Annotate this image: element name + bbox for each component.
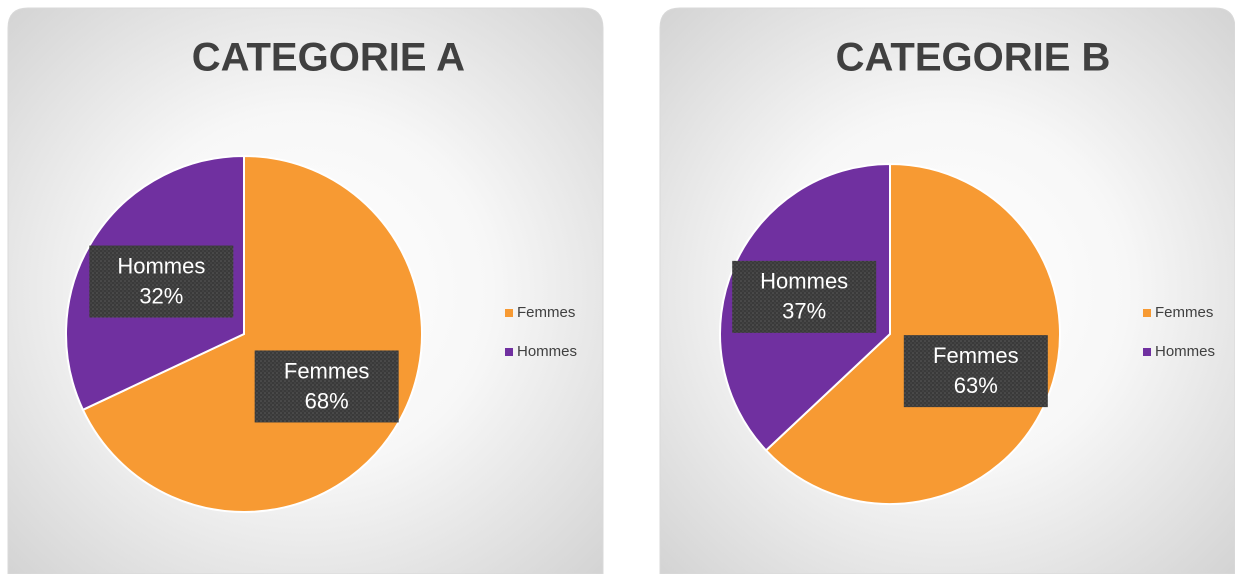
data-label-category: Femmes (933, 343, 1019, 368)
data-label-category: Hommes (760, 269, 848, 294)
data-label-box (89, 245, 234, 318)
legend-swatch (505, 348, 513, 356)
legend-label: Hommes (517, 343, 577, 360)
data-label-value: 68% (305, 388, 349, 413)
legend-swatch (1143, 309, 1151, 317)
legend-swatch (1143, 348, 1151, 356)
data-label-category: Femmes (284, 358, 370, 383)
pie-slice (81, 154, 423, 513)
data-label-category: Hommes (117, 253, 205, 278)
legend-label: Hommes (1155, 343, 1215, 360)
chart-title: CATEGORIE B (836, 36, 1111, 80)
legend-label: Femmes (1155, 304, 1213, 321)
legend-swatch (505, 309, 513, 317)
data-label-value: 63% (954, 373, 998, 398)
data-label-box (254, 350, 399, 423)
legend-label: Femmes (517, 304, 575, 321)
data-label-box (903, 335, 1048, 408)
data-label-box (732, 260, 877, 333)
data-label-value: 37% (782, 299, 826, 324)
chart-title: CATEGORIE A (192, 36, 465, 80)
data-label-value: 32% (139, 283, 183, 308)
